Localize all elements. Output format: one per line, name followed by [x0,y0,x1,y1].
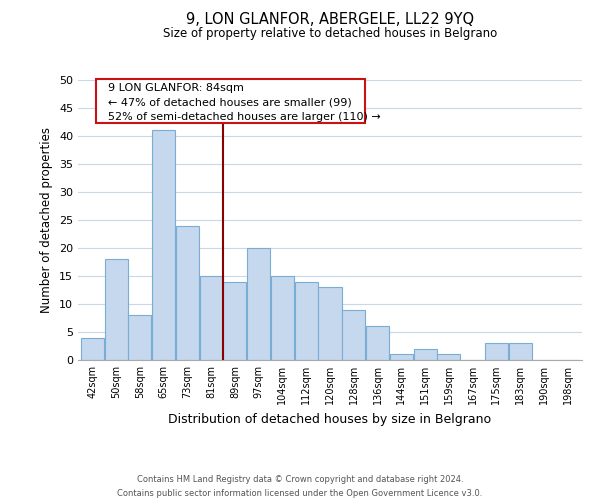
Bar [295,282,318,360]
Y-axis label: Number of detached properties: Number of detached properties [40,127,53,313]
Bar [413,349,437,360]
Bar [152,130,175,360]
Bar [319,287,341,360]
Text: Size of property relative to detached houses in Belgrano: Size of property relative to detached ho… [163,28,497,40]
FancyBboxPatch shape [95,78,365,124]
Bar [176,226,199,360]
Text: Contains HM Land Registry data © Crown copyright and database right 2024.
Contai: Contains HM Land Registry data © Crown c… [118,476,482,498]
Bar [81,338,104,360]
Bar [366,326,389,360]
Bar [390,354,413,360]
Bar [485,343,508,360]
Bar [200,276,223,360]
Bar [437,354,460,360]
Text: 52% of semi-detached houses are larger (110) →: 52% of semi-detached houses are larger (… [108,112,381,122]
Text: ← 47% of detached houses are smaller (99): ← 47% of detached houses are smaller (99… [108,98,352,108]
Bar [128,315,151,360]
Bar [271,276,294,360]
Bar [223,282,247,360]
Text: 9 LON GLANFOR: 84sqm: 9 LON GLANFOR: 84sqm [108,84,244,94]
Text: 9, LON GLANFOR, ABERGELE, LL22 9YQ: 9, LON GLANFOR, ABERGELE, LL22 9YQ [186,12,474,28]
Bar [342,310,365,360]
Bar [247,248,270,360]
Bar [104,259,128,360]
Bar [509,343,532,360]
X-axis label: Distribution of detached houses by size in Belgrano: Distribution of detached houses by size … [169,412,491,426]
